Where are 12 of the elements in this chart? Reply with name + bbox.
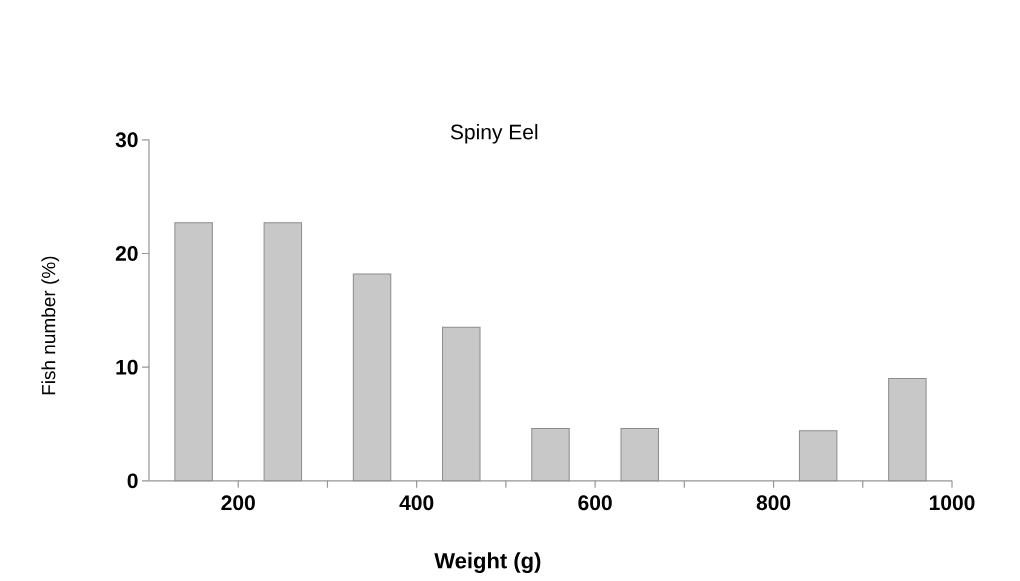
y-tick-label: 10 [116, 359, 138, 375]
x-tick-label: 1000 [929, 495, 975, 511]
y-tick-label: 20 [115, 246, 138, 261]
chart-title: Spiny Eel [450, 124, 538, 144]
x-tick-label: 800 [756, 495, 791, 511]
y-tick-label: 0 [127, 473, 138, 489]
y-tick-label: 30 [115, 132, 138, 148]
x-tick-label: 600 [578, 495, 612, 511]
x-tick-label: 400 [399, 495, 434, 511]
x-tick-label: 200 [221, 495, 255, 511]
x-axis-title: Weight (g) [434, 552, 541, 573]
y-axis-title: Fish number (%) [41, 256, 60, 395]
